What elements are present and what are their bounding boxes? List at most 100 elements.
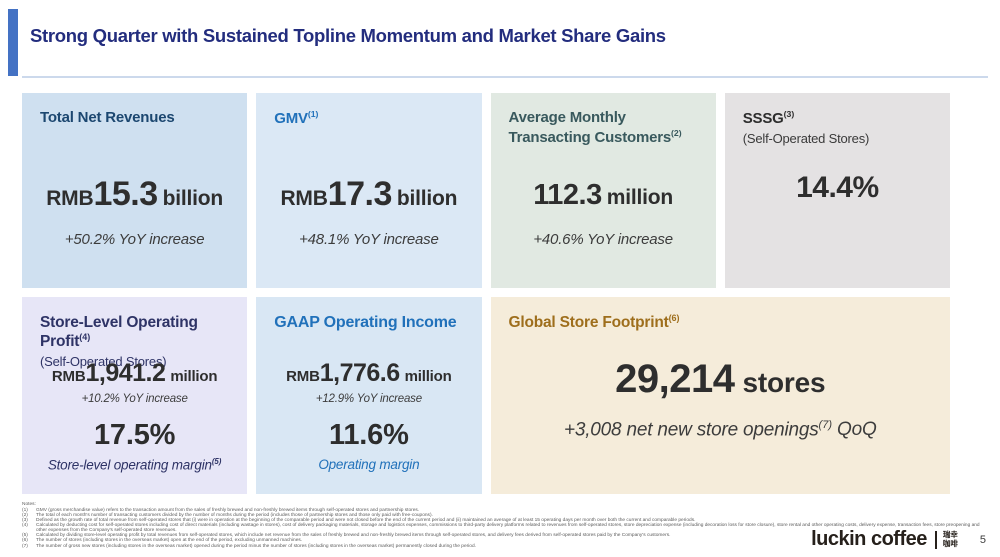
metric-number: 29,214 <box>615 357 735 401</box>
footnote-text: Calculated by dividing store-level opera… <box>36 533 671 539</box>
yoy-change: +40.6% YoY increase <box>533 231 673 248</box>
qoq-suffix: QoQ <box>837 419 877 441</box>
footnote-item: (6) The number of stores (including store… <box>22 538 988 543</box>
footnote-marker: (7) <box>818 419 833 431</box>
card-title: Store-Level Operating Profit(4) (Self-Ope… <box>40 313 233 370</box>
qoq-change-text: +3,008 net new store openings <box>563 419 819 441</box>
footnote-number: (2) <box>22 512 28 518</box>
footnote-item: (4) Calculated by deducting cost for self… <box>22 523 988 533</box>
margin-label: Store-level operating margin(5) <box>22 457 247 473</box>
margin-label-text: Operating margin <box>318 457 420 472</box>
card-title: GMV(1) <box>274 109 467 129</box>
metric-unit: stores <box>742 367 826 398</box>
card-store-level-operating-profit: Store-Level Operating Profit(4) (Self-Ope… <box>22 297 248 494</box>
footnotes: Notes: (1) GMV (gross merchandise value) … <box>22 502 988 549</box>
metric-value: 112.3 million <box>491 179 716 212</box>
footnote-number: (6) <box>22 538 28 544</box>
card-gaap-operating-income: GAAP Operating Income RMB1,776.6 million … <box>256 297 482 494</box>
footnote-marker: (1) <box>307 109 319 119</box>
currency-prefix: RMB <box>46 187 94 210</box>
metric-value: RMB17.3 billion <box>256 175 481 214</box>
logo-cn-line2: 咖啡 <box>942 538 958 548</box>
footnote-marker: (4) <box>79 332 91 343</box>
luckin-coffee-logo: luckin coffee <box>811 528 927 550</box>
card-title: Global Store Footprint(6) <box>509 313 937 333</box>
footnote-marker: (5) <box>211 457 222 466</box>
page-number: 5 <box>979 533 986 546</box>
qoq-change: +3,008 net new store openings(7) QoQ <box>491 419 951 441</box>
margin-percentage: 11.6% <box>329 419 409 451</box>
footnote-number: (5) <box>22 533 28 539</box>
currency-prefix: RMB <box>280 187 328 210</box>
metric-number: 1,776.6 <box>319 359 400 387</box>
card-avg-monthly-transacting-customers: Average Monthly Transacting Customers(2)… <box>490 93 716 288</box>
footnote-text: GMV (gross merchandise value) refers to … <box>36 507 420 513</box>
metric-unit: billion <box>396 187 458 210</box>
footnote-marker: (6) <box>668 313 680 323</box>
footnote-text: The total of each month's number of tran… <box>36 512 433 518</box>
card-subtitle: (Self-Operated Stores) <box>742 130 870 146</box>
footnote-number: (7) <box>22 543 28 549</box>
metric-unit: million <box>170 368 218 385</box>
metric-unit: billion <box>162 187 224 210</box>
footer: luckin coffee 瑞幸 咖啡 5 <box>811 528 986 551</box>
card-title-text: Total Net Revenues <box>40 109 175 126</box>
card-title: Total Net Revenues <box>40 109 233 128</box>
margin-percentage: 17.5% <box>94 419 176 451</box>
metric-unit: million <box>404 368 452 385</box>
footnote-text: The number of gross new stores (includin… <box>36 543 476 549</box>
yoy-change: +12.9% YoY increase <box>315 393 422 405</box>
currency-prefix: RMB <box>51 368 86 385</box>
card-gmv: GMV(1) RMB17.3 billion +48.1% YoY increas… <box>256 93 482 288</box>
metric-number: 112.3 <box>533 179 602 211</box>
metric-number: 17.3 <box>327 175 393 213</box>
metric-number: 14.4% <box>796 171 879 204</box>
metric-value: 14.4% <box>725 171 950 205</box>
card-total-net-revenues: Total Net Revenues RMB15.3 billion +50.2%… <box>22 93 248 288</box>
footnote-number: (1) <box>22 507 28 513</box>
footnote-number: (4) <box>22 523 28 528</box>
footnote-marker: (3) <box>783 109 795 119</box>
card-title-text: SSSG <box>742 110 784 127</box>
metric-cards-top-row: Total Net Revenues RMB15.3 billion +50.2%… <box>22 93 950 288</box>
footnote-text: Defined as the growth rate of total reve… <box>36 517 696 523</box>
metric-value: RMB1,776.6 million <box>256 359 481 388</box>
currency-prefix: RMB <box>286 368 320 385</box>
yoy-change: +48.1% YoY increase <box>299 231 439 248</box>
footnote-item: (5) Calculated by dividing store-level op… <box>22 533 988 538</box>
footnote-number: (3) <box>22 517 28 523</box>
metric-number: 15.3 <box>93 175 158 213</box>
card-title: SSSG(3) (Self-Operated Stores) <box>743 109 936 147</box>
card-title-text: Average Monthly Transacting Customers <box>508 109 672 146</box>
metric-value: 29,214 stores <box>491 357 951 402</box>
card-title-text: Store-Level Operating Profit <box>40 314 198 351</box>
card-subtitle: (Self-Operated Stores) <box>40 353 167 369</box>
footnote-text: The number of stores (including stores i… <box>36 538 303 544</box>
metric-cards-bottom-row: Store-Level Operating Profit(4) (Self-Ope… <box>22 297 950 494</box>
card-global-store-footprint: Global Store Footprint(6) 29,214 stores +… <box>490 297 951 494</box>
logo-cn-line1: 瑞幸 <box>942 529 958 539</box>
footnote-item: (3) Defined as the growth rate of total r… <box>22 518 988 523</box>
luckin-coffee-chinese-logo: 瑞幸 咖啡 <box>942 529 958 548</box>
margin-label: Operating margin <box>256 457 481 472</box>
footnote-item: (1) GMV (gross merchandise value) refers … <box>22 508 988 513</box>
footnote-item: (7) The number of gross new stores (inclu… <box>22 544 988 549</box>
footnote-text: Calculated by deducting cost for self-op… <box>36 523 980 534</box>
card-title-text: GAAP Operating Income <box>274 314 457 331</box>
metric-value: RMB15.3 billion <box>22 175 247 214</box>
footnote-marker: (2) <box>671 127 682 138</box>
metric-unit: million <box>606 186 673 209</box>
card-title-text: GMV <box>274 110 308 127</box>
title-accent-bar <box>8 9 18 76</box>
card-title: GAAP Operating Income <box>274 313 467 333</box>
metric-number: 1,941.2 <box>85 359 166 387</box>
footnote-item: (2) The total of each month's number of t… <box>22 513 988 518</box>
card-title-text: Global Store Footprint <box>508 314 669 332</box>
yoy-change: +50.2% YoY increase <box>64 231 205 248</box>
page-title: Strong Quarter with Sustained Topline Mo… <box>30 25 666 46</box>
footnotes-heading: Notes: <box>22 502 36 507</box>
card-sssg: SSSG(3) (Self-Operated Stores) 14.4% <box>724 93 950 288</box>
yoy-change: +10.2% YoY increase <box>81 393 188 405</box>
title-divider <box>22 76 988 78</box>
metric-value: RMB1,941.2 million <box>22 359 247 388</box>
